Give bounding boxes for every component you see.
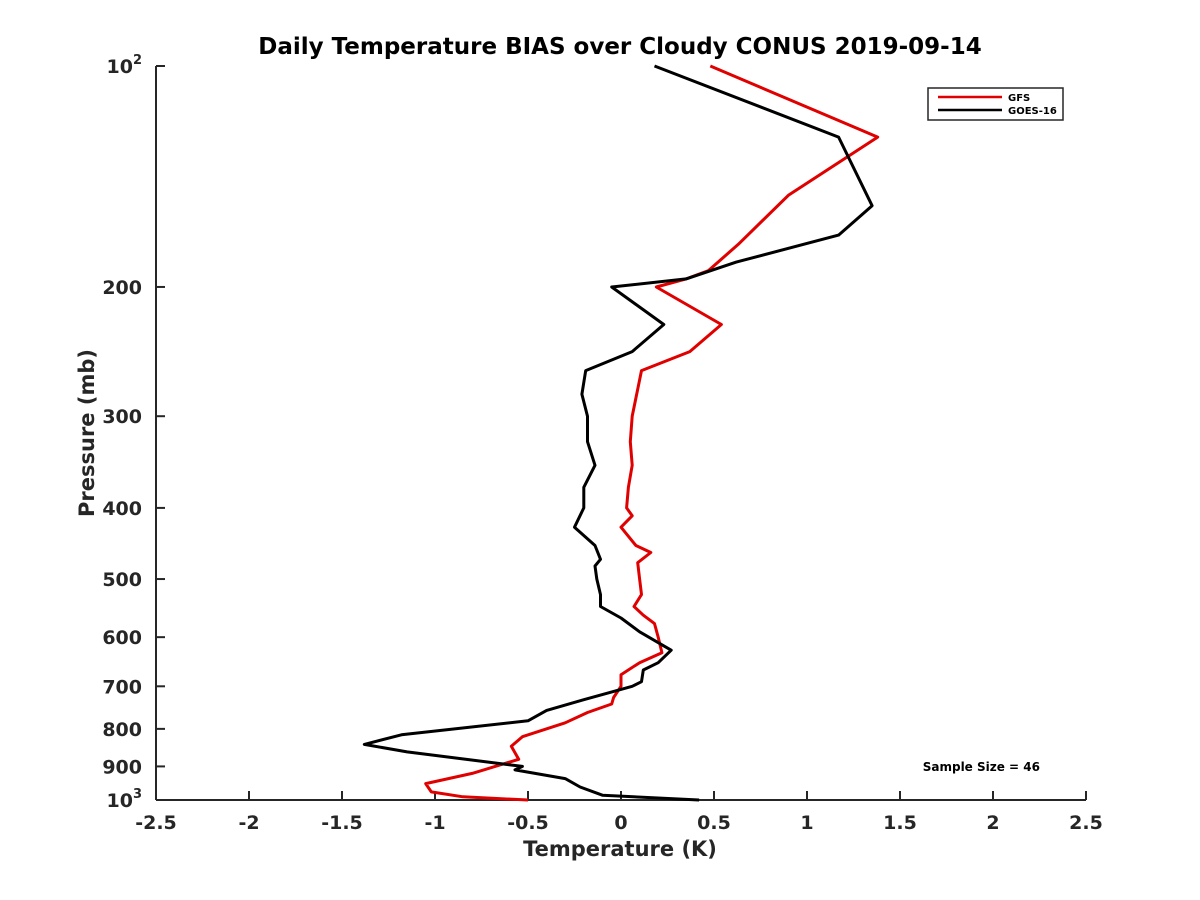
x-axis-label: Temperature (K) xyxy=(523,837,717,861)
x-tick-label: 1 xyxy=(800,812,813,834)
plot-area: -2.5 -2 -1.5 -1 -0.5 0 0.5 1 1.5 2 2.5 102 200 300 40… xyxy=(102,53,1103,834)
y-tick-label: 200 xyxy=(102,277,142,299)
y-tick-label: 102 xyxy=(107,53,143,78)
sample-size-annotation: Sample Size = 46 xyxy=(923,760,1040,774)
y-tick-label: 700 xyxy=(102,676,142,698)
y-tick-label: 500 xyxy=(102,569,142,591)
x-tick-label: -2.5 xyxy=(135,812,177,834)
y-ticks: 102 200 300 400 500 600 700 800 900 103 xyxy=(102,53,165,812)
series-lines xyxy=(362,64,880,802)
series-line-goes-16 xyxy=(362,64,874,802)
x-tick-label: 1.5 xyxy=(883,812,917,834)
legend-goes16-label: GOES-16 xyxy=(1008,106,1057,117)
x-tick-label: -0.5 xyxy=(507,812,549,834)
legend-gfs-label: GFS xyxy=(1008,93,1030,104)
y-tick-label: 400 xyxy=(102,498,142,520)
legend: GFS GOES-16 xyxy=(927,87,1064,121)
x-ticks: -2.5 -2 -1.5 -1 -0.5 0 0.5 1 1.5 2 2.5 xyxy=(135,791,1103,834)
x-tick-label: 0.5 xyxy=(697,812,731,834)
y-tick-label: 300 xyxy=(102,406,142,428)
x-tick-label: -1 xyxy=(424,812,445,834)
x-tick-label: -1.5 xyxy=(321,812,363,834)
x-tick-label: 2 xyxy=(986,812,999,834)
x-tick-label: -2 xyxy=(238,812,259,834)
y-axis-label: Pressure (mb) xyxy=(75,349,99,517)
y-tick-label: 900 xyxy=(102,756,142,778)
x-tick-label: 0 xyxy=(614,812,627,834)
chart-title: Daily Temperature BIAS over Cloudy CONUS… xyxy=(258,34,981,60)
legend-box xyxy=(927,87,1064,121)
y-tick-label: 800 xyxy=(102,719,142,741)
series-line-gfs xyxy=(424,64,880,802)
y-tick-label: 600 xyxy=(102,627,142,649)
y-tick-label: 103 xyxy=(107,787,143,812)
x-tick-label: 2.5 xyxy=(1069,812,1103,834)
